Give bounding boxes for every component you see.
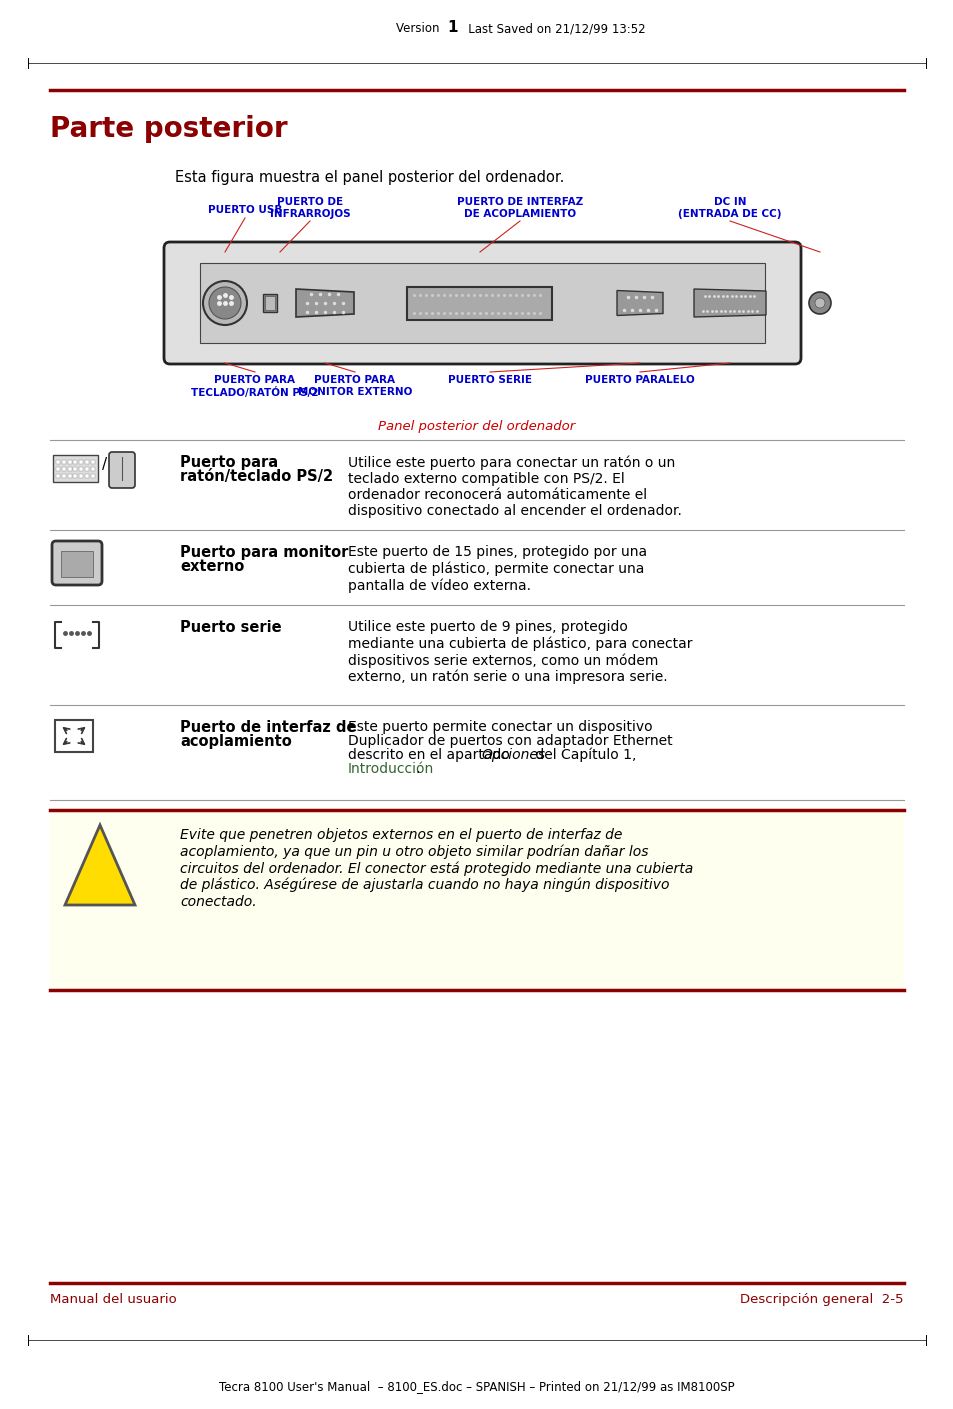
Text: 1: 1 (447, 20, 457, 35)
Bar (62, 473, 66, 478)
Bar (263, 294, 276, 311)
Text: ratón/teclado PS/2: ratón/teclado PS/2 (180, 469, 333, 485)
Text: Parte posterior: Parte posterior (50, 116, 287, 142)
Text: externo: externo (180, 559, 244, 573)
Text: Esta figura muestra el panel posterior del ordenador.: Esta figura muestra el panel posterior d… (174, 170, 564, 185)
Text: Puerto para monitor: Puerto para monitor (180, 545, 348, 559)
Text: Puerto serie: Puerto serie (180, 620, 281, 635)
Circle shape (203, 280, 247, 325)
Bar (407, 286, 552, 320)
Bar (91, 459, 94, 464)
Bar (53, 455, 98, 482)
Text: Puerto de interfaz de: Puerto de interfaz de (180, 720, 356, 735)
Bar (56, 466, 60, 471)
Text: del Capítulo 1,: del Capítulo 1, (531, 748, 636, 762)
Text: Version: Version (395, 23, 447, 35)
Bar (79, 459, 83, 464)
FancyBboxPatch shape (52, 541, 102, 585)
Bar (85, 466, 89, 471)
Text: Evite que penetren objetos externos en el puerto de interfaz de
acoplamiento, ya: Evite que penetren objetos externos en e… (180, 828, 693, 909)
Bar (61, 551, 92, 578)
Bar (50, 810, 903, 991)
Text: acoplamiento: acoplamiento (180, 734, 292, 750)
Text: Puerto para: Puerto para (180, 455, 278, 471)
Text: descrito en el apartado: descrito en el apartado (348, 748, 514, 762)
Polygon shape (617, 290, 662, 316)
Text: Opciones: Opciones (480, 748, 544, 762)
Text: Utilice este puerto para conectar un ratón o un
teclado externo compatible con P: Utilice este puerto para conectar un rat… (348, 455, 681, 519)
Polygon shape (65, 826, 135, 905)
Bar (91, 473, 94, 478)
Bar (68, 466, 71, 471)
Bar (79, 473, 83, 478)
Text: PUERTO PARA
MONITOR EXTERNO: PUERTO PARA MONITOR EXTERNO (297, 375, 412, 396)
FancyBboxPatch shape (164, 242, 801, 364)
Bar (62, 459, 66, 464)
Text: Este puerto de 15 pines, protegido por una
cubierta de plástico, permite conecta: Este puerto de 15 pines, protegido por u… (348, 545, 646, 593)
Bar (56, 473, 60, 478)
Bar (200, 263, 764, 342)
Bar (85, 459, 89, 464)
Text: .: . (416, 762, 420, 776)
Text: PUERTO PARALELO: PUERTO PARALELO (584, 375, 694, 385)
Bar (68, 459, 71, 464)
Polygon shape (693, 289, 765, 317)
Bar (265, 296, 274, 310)
Circle shape (209, 287, 241, 318)
Polygon shape (295, 289, 354, 317)
Text: PUERTO SERIE: PUERTO SERIE (448, 375, 532, 385)
Text: !: ! (91, 843, 108, 876)
Text: PUERTO DE INTERFAZ
DE ACOPLAMIENTO: PUERTO DE INTERFAZ DE ACOPLAMIENTO (456, 197, 582, 218)
Text: PUERTO DE
INFRARROJOS: PUERTO DE INFRARROJOS (270, 197, 350, 218)
Circle shape (808, 292, 830, 314)
Text: Introducción: Introducción (348, 762, 434, 776)
Bar (56, 459, 60, 464)
Bar (91, 466, 94, 471)
Text: PUERTO PARA
TECLADO/RATÓN PS/2: PUERTO PARA TECLADO/RATÓN PS/2 (191, 375, 318, 397)
Text: Panel posterior del ordenador: Panel posterior del ordenador (378, 420, 575, 433)
Bar (73, 466, 77, 471)
Bar (73, 459, 77, 464)
Text: Last Saved on 21/12/99 13:52: Last Saved on 21/12/99 13:52 (456, 23, 645, 35)
Text: Tecra 8100 User's Manual  – 8100_ES.doc – SPANISH – Printed on 21/12/99 as IM810: Tecra 8100 User's Manual – 8100_ES.doc –… (219, 1379, 734, 1394)
Text: Utilice este puerto de 9 pines, protegido
mediante una cubierta de plástico, par: Utilice este puerto de 9 pines, protegid… (348, 620, 692, 685)
Bar (55, 720, 92, 752)
Text: Descripción general  2-5: Descripción general 2-5 (740, 1293, 903, 1306)
Bar (68, 473, 71, 478)
Text: PUERTO USB: PUERTO USB (208, 204, 282, 216)
Text: Este puerto permite conectar un dispositivo: Este puerto permite conectar un disposit… (348, 720, 652, 734)
Text: /: / (102, 457, 107, 472)
Bar (79, 466, 83, 471)
Text: DC IN
(ENTRADA DE CC): DC IN (ENTRADA DE CC) (678, 197, 781, 218)
FancyBboxPatch shape (109, 452, 135, 488)
Text: Duplicador de puertos con adaptador Ethernet: Duplicador de puertos con adaptador Ethe… (348, 734, 672, 748)
Circle shape (814, 297, 824, 309)
Bar (62, 466, 66, 471)
Bar (73, 473, 77, 478)
Text: Manual del usuario: Manual del usuario (50, 1293, 176, 1306)
Bar (85, 473, 89, 478)
